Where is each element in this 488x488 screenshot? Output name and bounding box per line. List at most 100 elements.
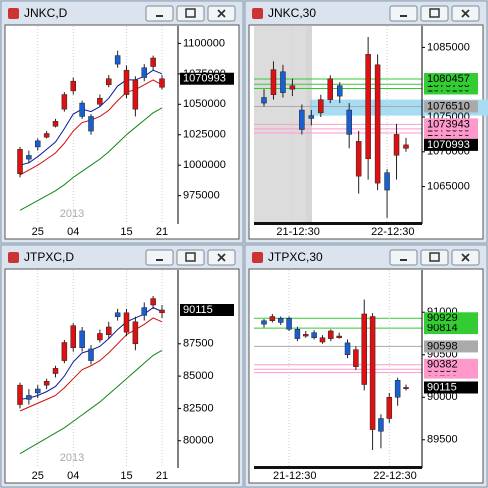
y-tick-label: 1000000 bbox=[183, 159, 226, 171]
candle-body bbox=[106, 78, 112, 86]
x-tick-label: 21-12:30 bbox=[276, 226, 319, 238]
level-label: 90382 bbox=[427, 359, 458, 371]
icon bbox=[217, 253, 226, 262]
x-tick-label: 25 bbox=[32, 226, 44, 238]
last-price-tag bbox=[424, 138, 478, 151]
selection-shadow bbox=[304, 26, 312, 224]
moving-average bbox=[19, 317, 163, 412]
y-tick-label: 90000 bbox=[427, 391, 458, 403]
y-tick-label: 82500 bbox=[183, 402, 214, 414]
last-price-tag bbox=[180, 303, 234, 316]
candle-body bbox=[123, 312, 130, 333]
time-bar bbox=[254, 222, 422, 225]
candle-body bbox=[308, 115, 315, 119]
y-tick-label: 1065000 bbox=[427, 180, 470, 192]
y-tick-label: 87500 bbox=[183, 338, 214, 350]
y-tick-label: 80000 bbox=[183, 435, 214, 447]
restore-button[interactable] bbox=[420, 249, 449, 266]
minimize-button[interactable] bbox=[389, 5, 418, 22]
candle-body bbox=[141, 67, 147, 78]
minimize-button[interactable] bbox=[145, 249, 174, 266]
candle-body bbox=[61, 94, 68, 110]
restore-button[interactable] bbox=[176, 249, 205, 266]
candle-body bbox=[26, 155, 32, 160]
level-tag bbox=[424, 100, 478, 113]
moving-average bbox=[19, 69, 163, 166]
candle-body bbox=[344, 342, 351, 356]
candle-body bbox=[286, 317, 292, 330]
candle-body bbox=[150, 298, 156, 306]
candle-body bbox=[393, 134, 400, 156]
level-tag bbox=[424, 118, 478, 131]
candle-body bbox=[336, 85, 343, 97]
level-label: 1080457 bbox=[427, 73, 470, 85]
candle-body bbox=[319, 337, 326, 343]
candle-body bbox=[294, 329, 301, 339]
window-icon bbox=[252, 252, 263, 263]
last-price-tag bbox=[180, 72, 234, 85]
candle-body bbox=[403, 387, 409, 390]
window-title: JTPXC,D bbox=[24, 250, 74, 264]
chart-window: JTPXC,D 25 04 15 21 2013 80000 82500 85000 87500 9… bbox=[0, 244, 244, 488]
candle-body bbox=[159, 309, 165, 314]
candle-body bbox=[17, 384, 23, 405]
x-tick-label: 22-12:30 bbox=[371, 226, 414, 238]
candle-body bbox=[123, 69, 130, 95]
x-tick-label: 21 bbox=[156, 226, 168, 238]
icon bbox=[429, 8, 440, 18]
candle-body bbox=[394, 380, 401, 398]
x-tick-label: 21 bbox=[156, 470, 168, 482]
candle-body bbox=[365, 54, 371, 160]
x-tick-label: 22-12:30 bbox=[373, 470, 416, 482]
year-label: 2013 bbox=[60, 208, 84, 220]
minimize-button[interactable] bbox=[145, 5, 174, 22]
y-tick-label: 1050000 bbox=[183, 98, 226, 110]
candle-body bbox=[97, 97, 103, 105]
x-tick-label: 04 bbox=[67, 226, 79, 238]
candle-body bbox=[70, 325, 76, 348]
candle-body bbox=[277, 317, 284, 323]
level-tag bbox=[424, 322, 478, 335]
level-tag bbox=[424, 340, 478, 353]
icon bbox=[461, 9, 470, 18]
candle-body bbox=[311, 332, 317, 339]
candle-body bbox=[327, 78, 334, 100]
candle-body bbox=[261, 97, 267, 104]
candle-body bbox=[114, 55, 121, 65]
candle-body bbox=[17, 149, 23, 174]
candle-body bbox=[70, 80, 76, 92]
candle-body bbox=[35, 140, 41, 148]
icon bbox=[185, 8, 196, 18]
chart-window: JNKC,D 25 04 15 21 2013 975000 1000000 1025000 10… bbox=[0, 0, 244, 244]
window-icon bbox=[252, 8, 263, 19]
icon bbox=[185, 252, 196, 262]
window-title: JNKC,30 bbox=[268, 6, 316, 20]
candle-body bbox=[361, 313, 367, 385]
candle-body bbox=[132, 321, 139, 345]
candle-body bbox=[159, 78, 165, 88]
moving-average bbox=[19, 107, 163, 211]
y-tick-label: 85000 bbox=[183, 370, 214, 382]
window-icon bbox=[8, 8, 19, 19]
y-tick-label: 1085000 bbox=[427, 41, 470, 53]
x-tick-label: 15 bbox=[120, 470, 132, 482]
level-label: 1073943 bbox=[427, 118, 470, 130]
candle-body bbox=[79, 102, 85, 117]
candle-body bbox=[355, 141, 362, 177]
candle-body bbox=[43, 133, 50, 138]
window-title: JNKC,D bbox=[24, 6, 68, 20]
candle-body bbox=[114, 312, 121, 317]
icon bbox=[461, 253, 470, 262]
x-tick-label: 04 bbox=[67, 470, 79, 482]
restore-button[interactable] bbox=[420, 5, 449, 22]
restore-button[interactable] bbox=[176, 5, 205, 22]
minimize-button[interactable] bbox=[389, 249, 418, 266]
y-tick-label: 975000 bbox=[183, 190, 220, 202]
last-price-label: 90115 bbox=[183, 304, 213, 316]
level-label: 90929 bbox=[427, 312, 458, 324]
icon bbox=[217, 9, 226, 18]
icon bbox=[429, 252, 440, 262]
level-tag bbox=[424, 358, 478, 371]
candle-body bbox=[378, 418, 384, 432]
window-icon bbox=[8, 252, 19, 263]
